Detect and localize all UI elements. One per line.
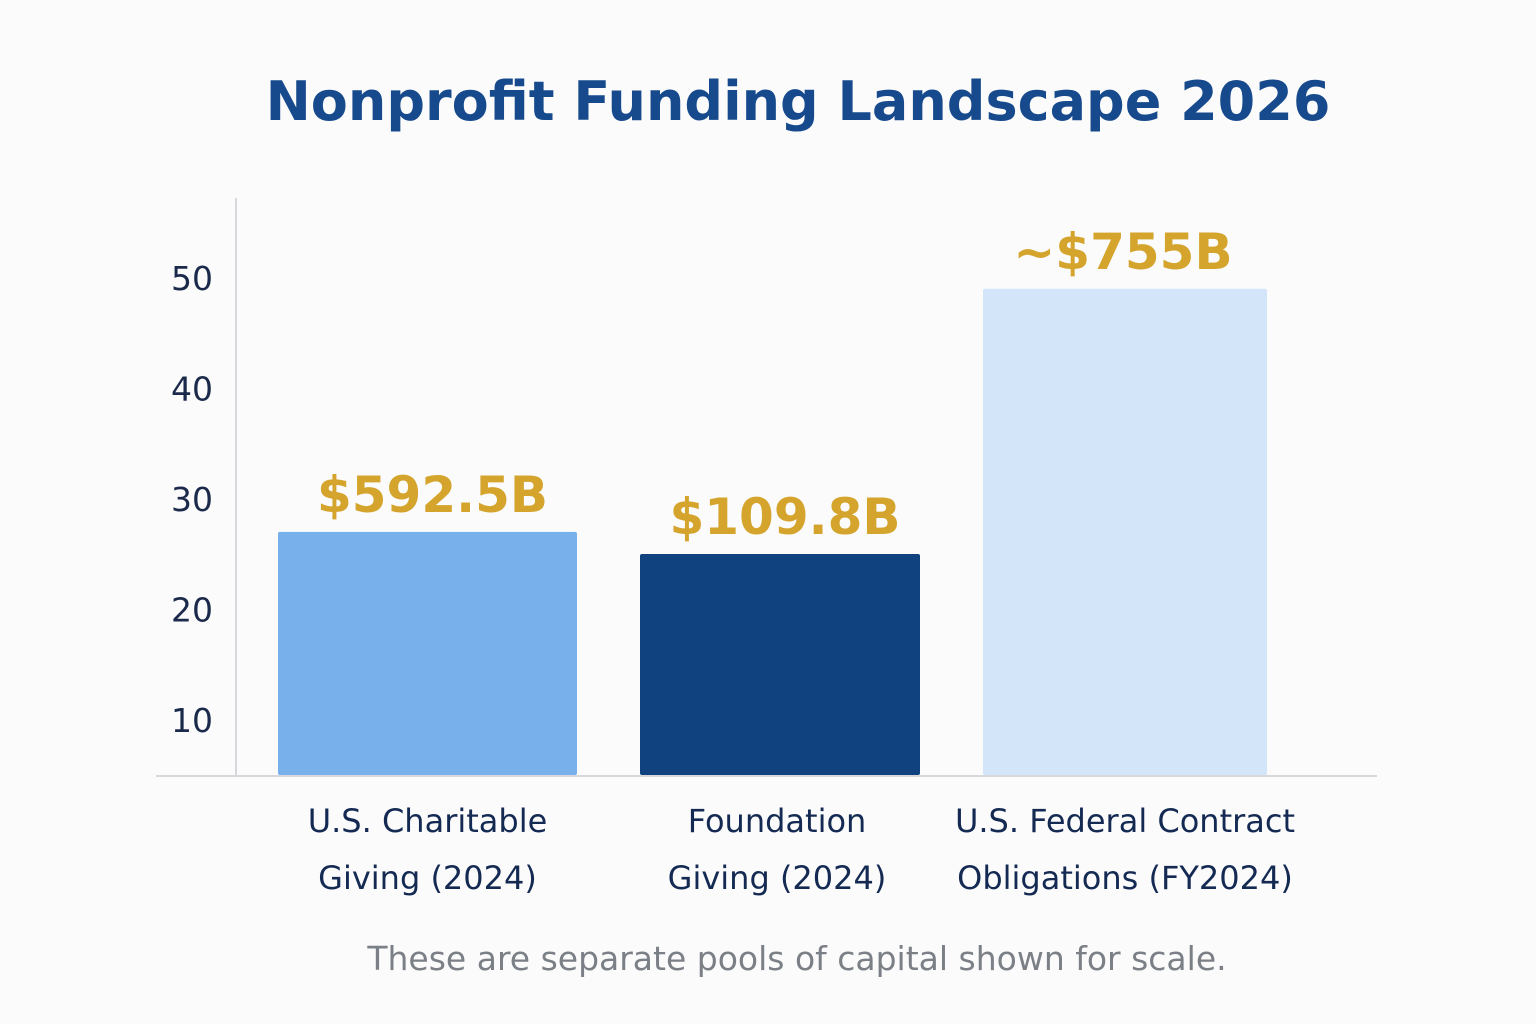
x-category-label: Foundation	[688, 802, 867, 840]
y-tick-label: 20	[171, 590, 213, 629]
x-category-label: Giving (2024)	[318, 859, 537, 897]
bar-value-label: ~$755B	[1013, 223, 1232, 281]
x-category-label: Obligations (FY2024)	[957, 859, 1293, 897]
x-axis-categories: U.S. Charitable Giving (2024) Foundation Gi…	[308, 802, 1295, 897]
y-tick-label: 50	[171, 259, 213, 298]
bar-value-label: $592.5B	[317, 466, 548, 524]
bar	[278, 531, 577, 775]
y-tick-label: 30	[171, 480, 213, 519]
chart-footnote: These are separate pools of capital show…	[366, 939, 1226, 978]
bar-value-label: $109.8B	[669, 488, 900, 546]
y-axis-ticks: 10 20 30 40 50	[171, 259, 213, 740]
x-category-label: U.S. Federal Contract	[955, 802, 1295, 840]
value-labels: $592.5B $109.8B ~$755B	[317, 223, 1233, 546]
bars-group	[278, 288, 1267, 775]
bar	[640, 554, 920, 775]
bar	[983, 288, 1267, 775]
x-category-label: Giving (2024)	[668, 859, 887, 897]
chart-title: Nonprofit Funding Landscape 2026	[266, 70, 1331, 133]
x-category-label: U.S. Charitable	[308, 802, 548, 840]
y-tick-label: 10	[171, 701, 213, 740]
y-tick-label: 40	[171, 369, 213, 408]
